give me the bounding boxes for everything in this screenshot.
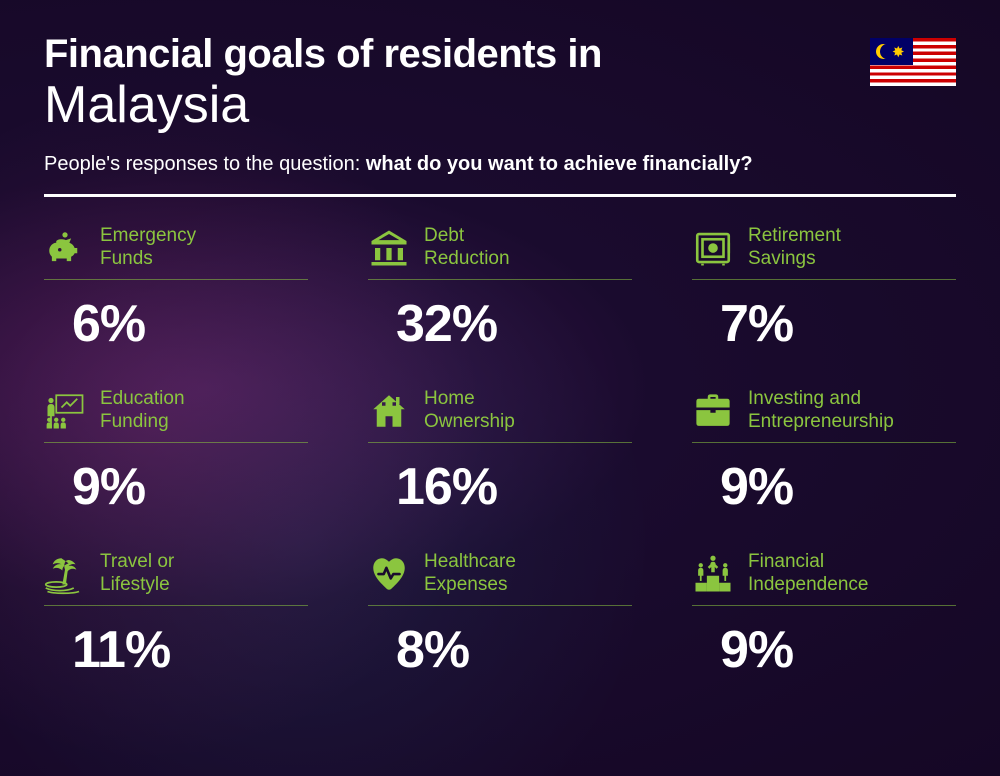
- goal-emergency-funds: EmergencyFunds 6%: [44, 225, 308, 354]
- bank-icon: [368, 227, 410, 269]
- goal-label: HealthcareExpenses: [424, 551, 516, 597]
- goal-healthcare-expenses: HealthcareExpenses 8%: [368, 551, 632, 680]
- goal-label: EducationFunding: [100, 388, 185, 434]
- goal-value: 8%: [396, 620, 632, 680]
- goal-value: 7%: [720, 294, 956, 354]
- goal-divider: [692, 442, 956, 443]
- house-icon: [368, 390, 410, 432]
- title-prefix: Financial goals of residents in: [44, 32, 956, 77]
- goals-grid: EmergencyFunds 6% DebtReduction 32% Reti…: [44, 225, 956, 680]
- title-country: Malaysia: [44, 75, 956, 135]
- goal-label: EmergencyFunds: [100, 225, 196, 271]
- subtitle-lead: People's responses to the question:: [44, 153, 366, 175]
- goal-value: 9%: [72, 457, 308, 517]
- subtitle: People's responses to the question: what…: [44, 153, 956, 176]
- goal-travel-lifestyle: Travel orLifestyle 11%: [44, 551, 308, 680]
- safe-icon: [692, 227, 734, 269]
- heart-pulse-icon: [368, 553, 410, 595]
- goal-value: 9%: [720, 620, 956, 680]
- goal-value: 11%: [72, 620, 308, 680]
- goal-debt-reduction: DebtReduction 32%: [368, 225, 632, 354]
- goal-divider: [368, 605, 632, 606]
- goal-label: RetirementSavings: [748, 225, 841, 271]
- presentation-icon: [44, 390, 86, 432]
- goal-financial-independence: FinancialIndependence 9%: [692, 551, 956, 680]
- goal-education-funding: EducationFunding 9%: [44, 388, 308, 517]
- goal-label: DebtReduction: [424, 225, 510, 271]
- palm-tree-icon: [44, 553, 86, 595]
- goal-label: Travel orLifestyle: [100, 551, 174, 597]
- goal-divider: [692, 279, 956, 280]
- goal-label: Investing andEntrepreneurship: [748, 388, 894, 434]
- goal-retirement-savings: RetirementSavings 7%: [692, 225, 956, 354]
- goal-label: FinancialIndependence: [748, 551, 868, 597]
- subtitle-bold: what do you want to achieve financially?: [366, 153, 753, 175]
- goal-value: 6%: [72, 294, 308, 354]
- goal-value: 32%: [396, 294, 632, 354]
- goal-value: 16%: [396, 457, 632, 517]
- malaysia-flag-icon: ✸: [870, 38, 956, 86]
- goal-home-ownership: HomeOwnership 16%: [368, 388, 632, 517]
- goal-divider: [44, 279, 308, 280]
- podium-icon: [692, 553, 734, 595]
- piggy-bank-icon: [44, 227, 86, 269]
- briefcase-icon: [692, 390, 734, 432]
- goal-investing-entrepreneurship: Investing andEntrepreneurship 9%: [692, 388, 956, 517]
- goal-divider: [44, 605, 308, 606]
- goal-value: 9%: [720, 457, 956, 517]
- goal-divider: [44, 442, 308, 443]
- goal-label: HomeOwnership: [424, 388, 515, 434]
- header: ✸ Financial goals of residents in Malays…: [44, 32, 956, 197]
- goal-divider: [692, 605, 956, 606]
- header-divider: [44, 194, 956, 197]
- goal-divider: [368, 279, 632, 280]
- goal-divider: [368, 442, 632, 443]
